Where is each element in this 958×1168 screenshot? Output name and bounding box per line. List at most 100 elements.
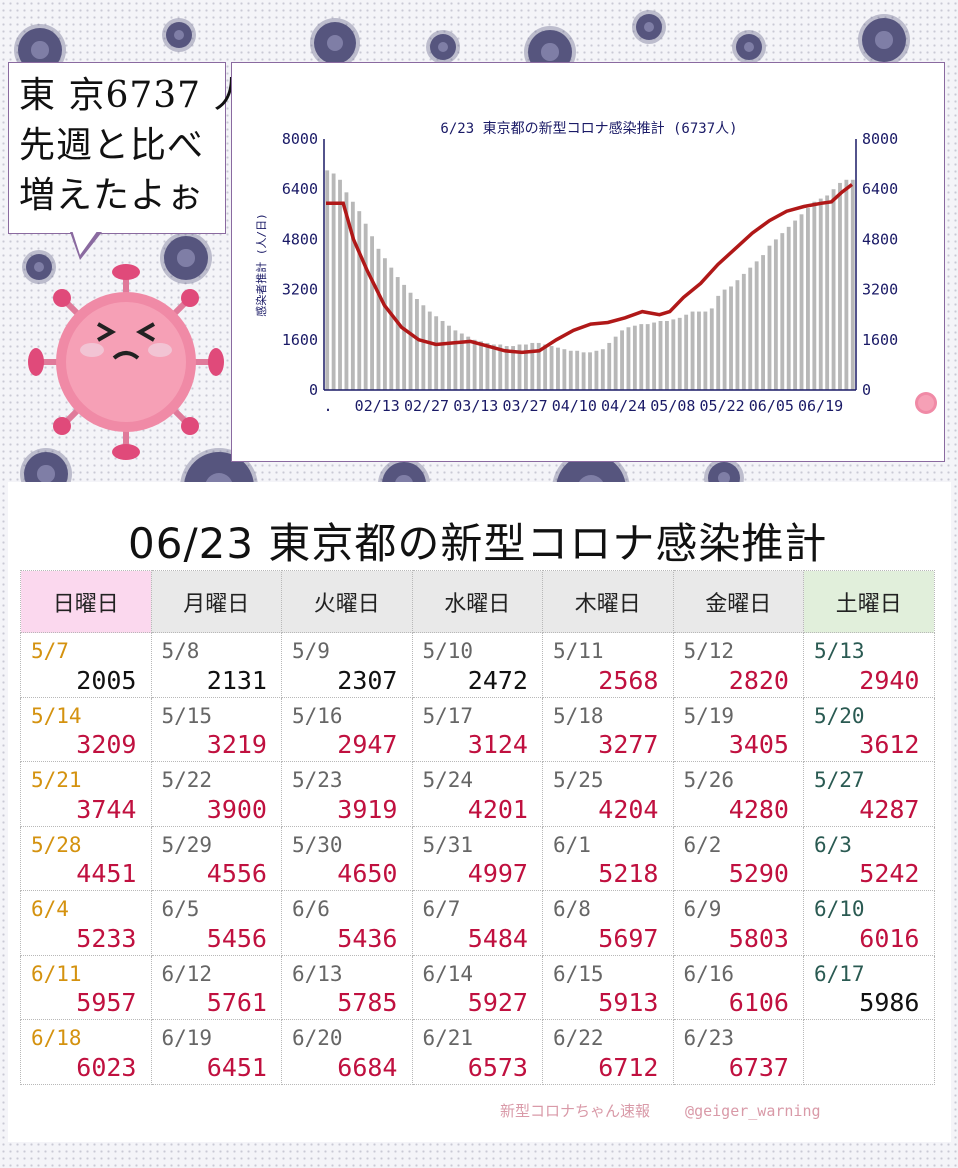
chart-bar (549, 346, 554, 390)
day-cell: 5/22 3900 (150, 761, 282, 827)
cell-date: 5/26 (683, 768, 735, 792)
cell-date: 5/19 (683, 703, 735, 728)
cell-date: 5/20 (814, 703, 865, 728)
cell-date: 5/12 (683, 639, 735, 663)
cell-value: 3277 (598, 730, 659, 759)
day-cell: 6/8 5697 (542, 890, 674, 956)
cell-value: 4280 (728, 794, 789, 824)
cell-value: 5986 (859, 988, 920, 1017)
y-tick-label-right: 0 (862, 381, 871, 399)
chart-bar (434, 316, 439, 390)
cell-date: 6/6 (292, 897, 330, 921)
cell-value: 3900 (206, 794, 267, 824)
weekday-header: 土曜日 (803, 570, 935, 633)
table-title: 06/23 東京都の新型コロナ感染推計 (128, 519, 828, 568)
day-cell: 6/7 5484 (411, 890, 543, 956)
cell-value: 2940 (859, 665, 920, 695)
y-tick-label-right: 8000 (862, 130, 898, 148)
virus-decoration-icon (26, 254, 52, 280)
chart-bar (735, 280, 740, 390)
x-tick-label: . (323, 397, 332, 415)
cell-date: 6/13 (292, 961, 343, 986)
cell-date: 5/11 (553, 639, 604, 663)
virus-decoration-icon (636, 14, 662, 40)
table-row: 6/11 5957 6/12 5761 6/13 5785 6/14 5927 6/15 5913… (20, 954, 935, 1020)
table-panel: 06/23 東京都の新型コロナ感染推計 日曜日 月曜日 火曜日 水曜日 木曜日 金曜日 土曜… (8, 482, 951, 1142)
cell-date: 6/21 (422, 1026, 474, 1050)
cell-value: 4287 (859, 794, 920, 824)
cell-date: 6/23 (683, 1026, 735, 1050)
chart-bar (376, 248, 381, 390)
chart-bar (389, 267, 394, 390)
cell-date: 5/18 (553, 703, 604, 728)
cell-date: 6/9 (683, 897, 722, 921)
chart-bar (607, 342, 612, 390)
x-tick-label: 02/27 (404, 397, 449, 415)
cell-value: 4451 (76, 859, 137, 888)
day-cell: 5/18 3277 (542, 696, 674, 762)
cell-value: 3219 (206, 730, 267, 759)
cell-value: 6712 (598, 1052, 659, 1082)
virus-decoration-icon (862, 18, 906, 62)
chart-bar (325, 170, 330, 391)
weekly-calendar-table: 日曜日 月曜日 火曜日 水曜日 木曜日 金曜日 土曜日 5/7 2005 5/8 2131 5/9 2… (20, 570, 935, 1085)
x-tick-label: 06/05 (749, 397, 794, 415)
table-row: 6/18 6023 6/19 6451 6/20 6684 6/21 6573 6/22 6712… (20, 1019, 935, 1085)
y-tick-label-left: 4800 (282, 230, 318, 248)
chart-bar (517, 344, 522, 390)
chart-bar (806, 208, 810, 390)
x-tick-label: 02/13 (355, 397, 400, 415)
cell-date: 6/4 (31, 897, 69, 921)
y-tick-label-right: 1600 (862, 331, 898, 349)
chart-bar (491, 344, 496, 390)
day-cell: 5/29 4556 (150, 825, 282, 891)
table-row: 5/7 2005 5/8 2131 5/9 2307 5/10 2472 5/11 2568 5/1… (20, 632, 935, 698)
virus-decoration-icon (430, 34, 456, 60)
y-tick-label-left: 0 (309, 381, 318, 399)
chart-bar (395, 277, 400, 390)
chart-bar (568, 350, 573, 390)
cell-date: 5/16 (292, 703, 343, 728)
speech-bubble: 東 京6737 人 先週と比べ 増えたよぉ (8, 62, 250, 234)
cell-date: 5/14 (31, 703, 82, 728)
cell-value: 2307 (337, 665, 398, 695)
cell-date: 6/5 (161, 897, 200, 921)
chart-bar (370, 236, 374, 390)
cell-value: 5803 (728, 923, 789, 953)
day-cell: 5/16 2947 (281, 696, 413, 762)
speech-line: 先週と比べ (19, 125, 205, 166)
chart-bar (440, 320, 445, 390)
cell-value: 5927 (467, 988, 528, 1017)
chart-bar (620, 330, 624, 390)
cell-value: 6451 (206, 1052, 267, 1082)
day-cell (803, 1019, 935, 1085)
weekday-header: 月曜日 (150, 570, 282, 633)
chart-bar (780, 233, 785, 391)
chart-bar (447, 325, 451, 390)
footer-handle: @geiger_warning (685, 1102, 821, 1120)
day-cell: 6/21 6573 (411, 1019, 543, 1085)
weekday-header: 火曜日 (281, 570, 413, 633)
chart-bar (677, 317, 682, 390)
day-cell: 5/8 2131 (150, 632, 282, 698)
chart-bar (818, 198, 823, 390)
cell-date: 5/23 (292, 768, 343, 792)
day-cell: 6/13 5785 (281, 954, 413, 1020)
chart-bar (684, 314, 689, 390)
day-cell: 6/11 5957 (20, 954, 152, 1020)
weekday-header: 木曜日 (542, 570, 674, 633)
day-cell: 5/12 2820 (672, 632, 804, 698)
day-cell: 5/7 2005 (20, 632, 152, 698)
x-tick-label: 03/13 (453, 397, 498, 415)
cell-value: 2005 (76, 665, 137, 695)
cell-value: 5242 (859, 859, 920, 888)
cell-value: 5233 (76, 923, 137, 953)
cell-value: 5761 (206, 988, 267, 1017)
cell-value: 5957 (76, 988, 137, 1017)
cell-date: 6/20 (292, 1026, 343, 1050)
chart-bar (472, 339, 477, 390)
chart-bar (703, 311, 708, 390)
cell-date: 5/22 (161, 768, 213, 792)
y-axis-label: 感染者推計 (人/日) (254, 213, 268, 317)
chart-bar (466, 336, 471, 390)
